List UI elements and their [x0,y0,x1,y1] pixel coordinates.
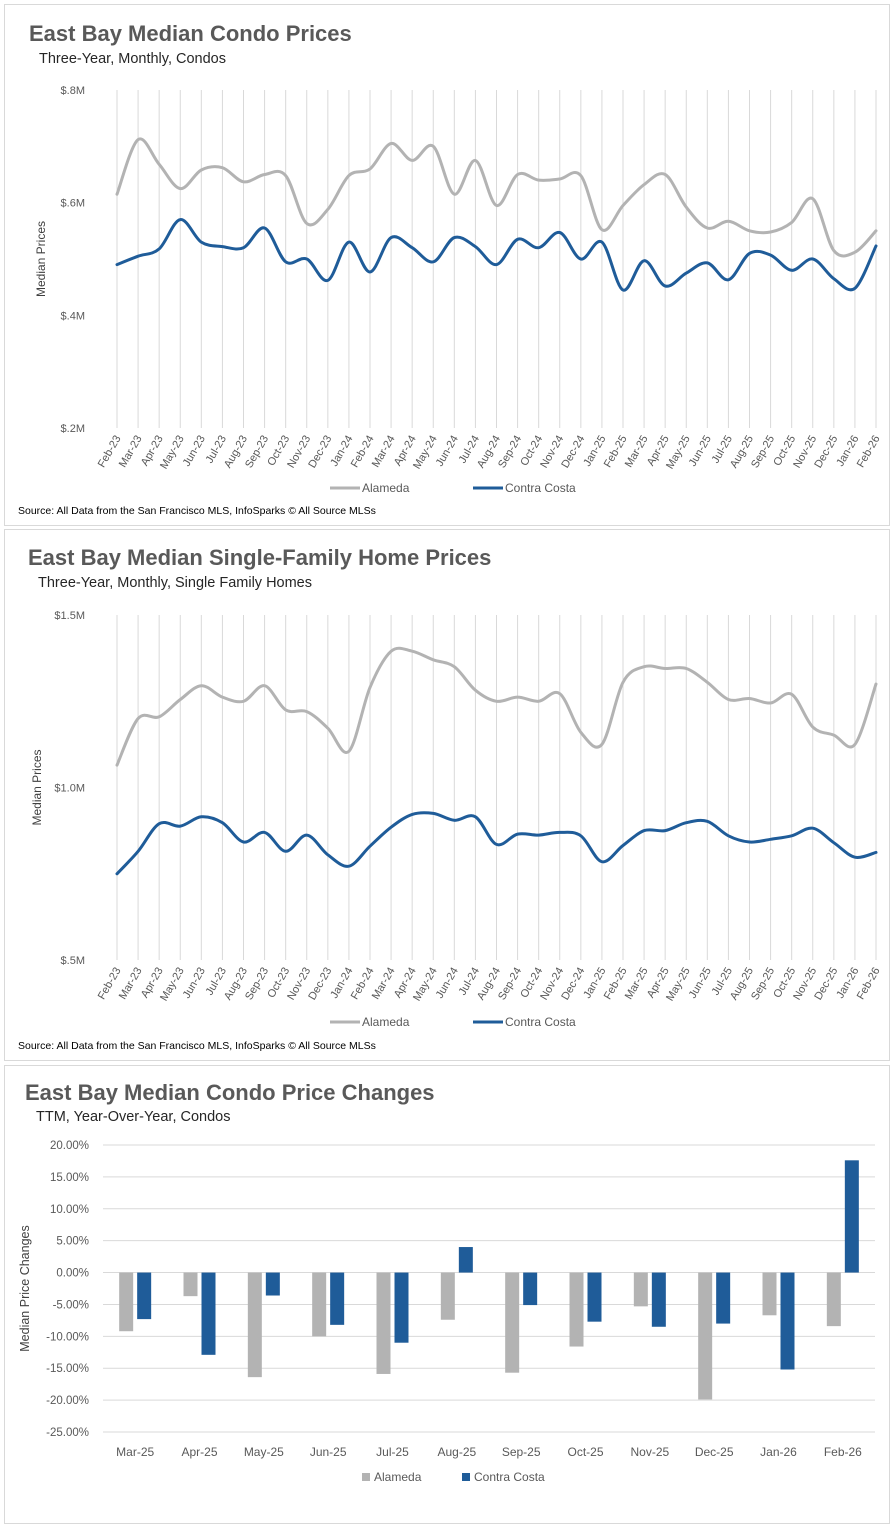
gridlines [116,90,877,428]
y-tick-label: -20.00% [46,1395,89,1407]
bar-contra-costa [394,1272,409,1343]
series-line-alameda [115,646,878,767]
bar-contra-costa [523,1272,538,1306]
bar-alameda [183,1272,198,1297]
bar-contra-costa [651,1272,666,1327]
y-axis-title: Median Prices [34,221,48,297]
y-tick-label: $.5M [61,955,85,967]
bar-alameda [633,1272,648,1307]
single-family-prices-panel: East Bay Median Single-Family Home Price… [4,529,890,1061]
bar-alameda [376,1272,391,1374]
y-tick-label: -5.00% [53,1299,89,1311]
bar-alameda [762,1272,777,1316]
y-tick-label: 5.00% [56,1236,89,1248]
condo-prices-panel: East Bay Median Condo Prices Three-Year,… [4,4,890,526]
series-line-alameda [115,137,878,258]
bar-contra-costa [265,1272,280,1296]
y-tick-label: $.4M [61,310,85,322]
legend-label: Contra Costa [505,481,576,495]
bar-alameda [440,1272,455,1320]
bar-contra-costa [330,1272,345,1325]
x-tick-label: Jan-26 [760,1445,797,1459]
chart-subtitle: TTM, Year-Over-Year, Condos [36,1109,231,1125]
bar-alameda [312,1272,327,1337]
y-tick-label: -10.00% [46,1331,89,1343]
y-tick-label: $1.0M [54,783,85,795]
legend-label: Alameda [362,481,410,495]
y-tick-label: -25.00% [46,1427,89,1439]
chart-subtitle: Three-Year, Monthly, Single Family Homes [38,575,312,591]
bar-contra-costa [780,1272,795,1370]
x-tick-label: Aug-25 [437,1445,476,1459]
legend-swatch [362,1473,370,1481]
series-line-contra-costa [115,811,878,876]
chart-title: East Bay Median Condo Prices [29,21,352,46]
bar-contra-costa [844,1160,859,1273]
x-tick-label: Mar-25 [116,1445,154,1459]
bar-alameda [698,1272,713,1400]
condo-price-changes-chart: 20.00% 15.00% 10.00% 5.00% 0.00% -5.00% -10.00… [18,1140,875,1484]
gridlines [116,615,877,960]
x-tick-label: Jun-25 [310,1445,347,1459]
x-tick-label: Dec-25 [695,1445,734,1459]
bar-alameda [119,1272,134,1332]
y-tick-label: $.8M [61,85,85,97]
bar-contra-costa [587,1272,602,1322]
y-tick-label: 20.00% [50,1140,89,1152]
x-tick-label: Sep-25 [502,1445,541,1459]
x-tick-label: Oct-25 [567,1445,603,1459]
y-tick-label: 0.00% [56,1268,89,1280]
y-tick-label: -15.00% [46,1363,89,1375]
legend-label: Alameda [362,1015,410,1029]
chart-title: East Bay Median Single-Family Home Price… [28,545,492,570]
y-tick-label: 10.00% [50,1204,89,1216]
legend-swatch [462,1473,470,1481]
series-line-contra-costa [115,218,878,292]
source-note: Source: All Data from the San Francisco … [18,505,376,517]
y-tick-label: $.2M [61,423,85,435]
gridlines [103,1144,875,1433]
bar-alameda [505,1272,520,1373]
y-tick-label: $.6M [61,198,85,210]
bar-alameda [826,1272,841,1327]
bar-contra-costa [716,1272,731,1324]
legend-label: Contra Costa [474,1470,545,1484]
x-tick-label: Feb-26 [824,1445,862,1459]
x-tick-label: Apr-25 [181,1445,217,1459]
legend-label: Alameda [374,1470,422,1484]
bar-contra-costa [201,1272,216,1355]
chart-subtitle: Three-Year, Monthly, Condos [39,51,226,67]
condo-price-changes-panel: East Bay Median Condo Price Changes TTM,… [4,1065,890,1524]
bar-alameda [247,1272,262,1378]
bar-contra-costa [137,1272,152,1320]
y-axis-title: Median Prices [30,749,44,825]
bar-contra-costa [458,1247,473,1273]
x-tick-label: Nov-25 [630,1445,669,1459]
x-tick-label: May-25 [244,1445,284,1459]
bar-alameda [569,1272,584,1347]
x-tick-label: Jul-25 [376,1445,409,1459]
y-tick-label: 15.00% [50,1172,89,1184]
chart-title: East Bay Median Condo Price Changes [25,1080,435,1105]
y-tick-label: $1.5M [54,610,85,622]
legend-label: Contra Costa [505,1015,576,1029]
source-note: Source: All Data from the San Francisco … [18,1040,376,1052]
y-axis-title: Median Price Changes [18,1225,32,1351]
